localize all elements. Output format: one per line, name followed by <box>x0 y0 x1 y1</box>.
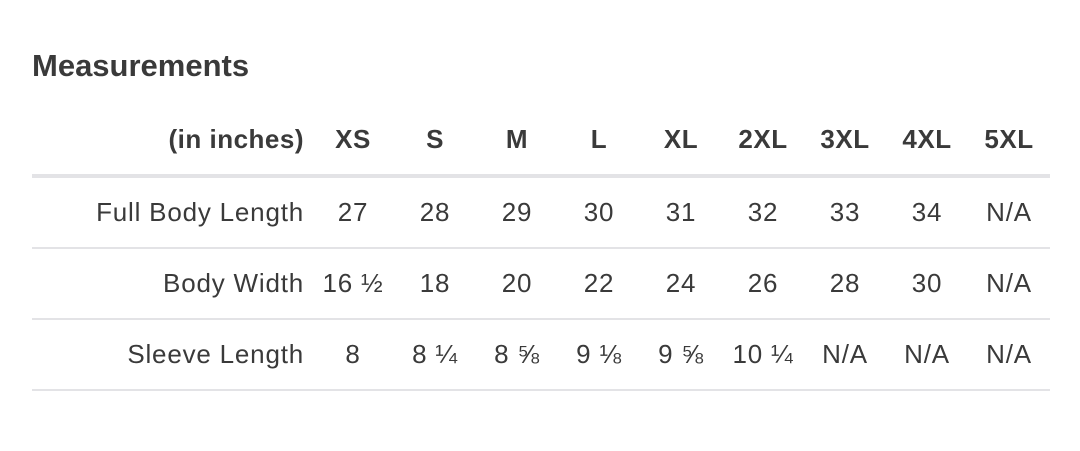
measurement-cell: 30 <box>886 248 968 320</box>
section-title: Measurements <box>32 48 250 83</box>
measurement-cell: 34 <box>886 176 968 249</box>
measurement-cell: 8 <box>312 319 394 391</box>
unit-header: (in inches) <box>32 104 312 178</box>
measurement-cell: 20 <box>476 248 558 320</box>
measurement-cell: 27 <box>312 176 394 249</box>
size-header: 4XL <box>886 104 968 178</box>
measurement-cell: 30 <box>558 176 640 249</box>
measurement-cell: 26 <box>722 248 804 320</box>
measurement-cell: 32 <box>722 176 804 249</box>
measurement-cell: 18 <box>394 248 476 320</box>
measurement-cell: 9 ⅛ <box>558 319 640 391</box>
measurement-cell: 22 <box>558 248 640 320</box>
row-label: Body Width <box>32 248 312 320</box>
measurement-cell: N/A <box>968 176 1050 249</box>
size-header: L <box>558 104 640 178</box>
size-header: 2XL <box>722 104 804 178</box>
header-row: (in inches) XS S M L XL 2XL 3XL 4XL 5XL <box>32 104 1050 178</box>
measurement-cell: 29 <box>476 176 558 249</box>
row-label: Sleeve Length <box>32 319 312 391</box>
row-label: Full Body Length <box>32 176 312 249</box>
measurement-cell: 8 ⅝ <box>476 319 558 391</box>
measurement-cell: N/A <box>968 248 1050 320</box>
table-row: Full Body Length 27 28 29 30 31 32 33 34 N/A <box>32 176 1050 249</box>
size-header: M <box>476 104 558 178</box>
measurement-cell: 31 <box>640 176 722 249</box>
measurements-table: (in inches) XS S M L XL 2XL 3XL 4XL 5XL Full Bod… <box>32 104 1050 391</box>
measurement-cell: N/A <box>968 319 1050 391</box>
measurement-cell: N/A <box>804 319 886 391</box>
size-header: S <box>394 104 476 178</box>
size-header: 3XL <box>804 104 886 178</box>
measurement-cell: N/A <box>886 319 968 391</box>
measurement-cell: 28 <box>804 248 886 320</box>
measurement-cell: 24 <box>640 248 722 320</box>
measurement-cell: 33 <box>804 176 886 249</box>
measurement-cell: 8 ¼ <box>394 319 476 391</box>
size-header: XS <box>312 104 394 178</box>
table-row: Body Width 16 ½ 18 20 22 24 26 28 30 N/A <box>32 248 1050 320</box>
measurement-cell: 16 ½ <box>312 248 394 320</box>
measurement-cell: 10 ¼ <box>722 319 804 391</box>
size-header: XL <box>640 104 722 178</box>
measurement-cell: 28 <box>394 176 476 249</box>
size-header: 5XL <box>968 104 1050 178</box>
measurement-cell: 9 ⅝ <box>640 319 722 391</box>
